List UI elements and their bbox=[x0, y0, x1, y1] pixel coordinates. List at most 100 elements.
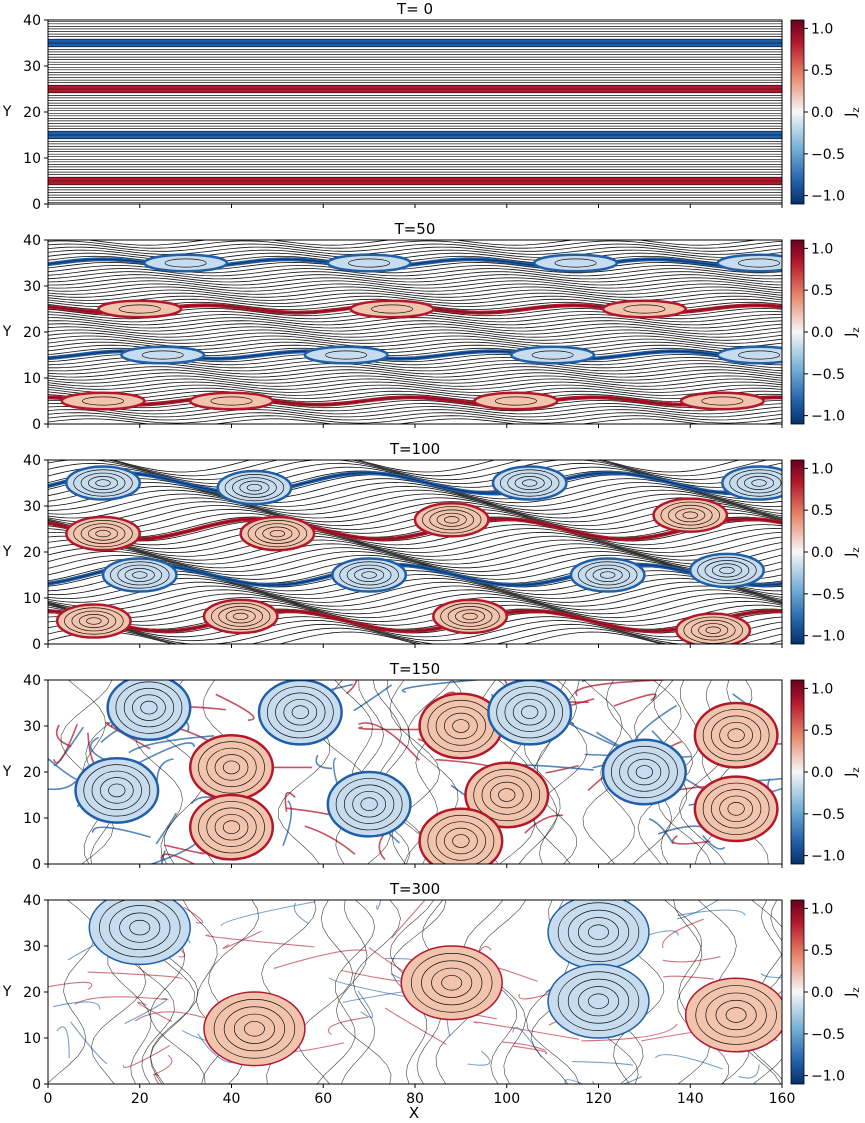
magnetic-island bbox=[326, 253, 412, 273]
y-tick-label: 40 bbox=[23, 673, 41, 689]
field-line bbox=[48, 387, 782, 396]
field-line bbox=[673, 900, 729, 1084]
field-line bbox=[48, 271, 782, 280]
field-line bbox=[48, 286, 782, 295]
x-tick-label: 60 bbox=[314, 1091, 332, 1107]
current-sheet-core bbox=[48, 610, 782, 632]
current-filament bbox=[545, 764, 579, 774]
magnetic-island bbox=[97, 299, 183, 319]
current-filament bbox=[136, 1001, 173, 1023]
field-line bbox=[637, 680, 693, 864]
colorbar-tick-label: 0.0 bbox=[811, 985, 833, 1001]
y-axis-label: Y bbox=[2, 764, 12, 780]
field-line bbox=[48, 547, 782, 569]
x-tick-label: 160 bbox=[769, 1091, 796, 1107]
panel-title: T=100 bbox=[389, 440, 440, 458]
field-line bbox=[48, 535, 782, 557]
field-line bbox=[583, 680, 635, 864]
colorbar-tick-label: 0.0 bbox=[811, 325, 833, 341]
magnetic-island bbox=[547, 963, 650, 1039]
magnetic-island bbox=[106, 680, 192, 742]
current-filament bbox=[346, 680, 358, 695]
panel-5: T=300 0 10 20 30 40 Y 0 20 40 60 80 100 120 140 160 1.0 0… bbox=[2, 880, 862, 1107]
field-line bbox=[48, 551, 782, 573]
current-filament bbox=[124, 998, 168, 1025]
field-line bbox=[48, 384, 782, 393]
magnetic-island bbox=[257, 680, 343, 746]
y-tick-label: 10 bbox=[23, 151, 41, 167]
magnetic-island bbox=[601, 299, 687, 319]
current-filament bbox=[304, 825, 356, 855]
magnetic-island bbox=[331, 557, 408, 593]
y-tick-label: 30 bbox=[23, 939, 41, 955]
current-filament bbox=[215, 693, 255, 721]
field-line bbox=[48, 528, 782, 550]
current-filament bbox=[273, 949, 367, 969]
magnetic-island bbox=[349, 299, 435, 319]
colorbar-tick-label: −1.0 bbox=[811, 409, 845, 425]
field-line bbox=[48, 418, 782, 424]
field-line bbox=[477, 900, 527, 1084]
field-line bbox=[48, 335, 782, 344]
current-filament bbox=[760, 973, 782, 979]
panel-title: T=150 bbox=[389, 660, 440, 678]
x-tick-label: 140 bbox=[677, 1091, 704, 1107]
y-tick-label: 10 bbox=[23, 591, 41, 607]
y-tick-label: 10 bbox=[23, 1031, 41, 1047]
colorbar bbox=[790, 899, 805, 1085]
magnetic-island bbox=[203, 991, 306, 1067]
current-filament bbox=[183, 906, 204, 924]
y-tick-label: 20 bbox=[23, 545, 41, 561]
colorbar-tick-label: −0.5 bbox=[811, 147, 845, 163]
colorbar bbox=[790, 239, 805, 425]
y-tick-label: 40 bbox=[23, 453, 41, 469]
magnetic-island bbox=[432, 598, 508, 635]
field-line bbox=[48, 393, 782, 403]
colorbar-tick-label: 1.0 bbox=[811, 681, 833, 697]
field-line bbox=[48, 406, 782, 415]
y-tick-label: 20 bbox=[23, 985, 41, 1001]
current-filament bbox=[160, 853, 196, 864]
y-tick-label: 40 bbox=[23, 233, 41, 249]
field-line bbox=[48, 372, 782, 381]
colorbar-tick-label: 0.0 bbox=[811, 105, 833, 121]
current-filament bbox=[161, 850, 166, 864]
magnetic-island bbox=[188, 733, 275, 801]
field-line bbox=[48, 317, 782, 326]
current-filament bbox=[571, 1061, 634, 1066]
magnetic-island bbox=[88, 900, 191, 966]
current-filament bbox=[48, 780, 77, 791]
field-line bbox=[48, 323, 782, 332]
colorbar-tick-label: −1.0 bbox=[811, 1069, 845, 1085]
field-line bbox=[664, 900, 710, 1084]
current-filament bbox=[662, 918, 704, 949]
current-filament bbox=[48, 981, 93, 990]
field-line bbox=[48, 531, 782, 553]
current-filament bbox=[582, 680, 587, 683]
y-tick-label: 0 bbox=[32, 417, 41, 433]
field-line bbox=[48, 274, 782, 283]
magnetic-island bbox=[202, 598, 279, 635]
field-line bbox=[48, 378, 782, 387]
magnetic-island bbox=[675, 612, 752, 644]
field-line bbox=[48, 280, 782, 289]
current-sheet-core bbox=[48, 472, 782, 494]
colorbar-tick-label: −0.5 bbox=[811, 367, 845, 383]
field-line bbox=[48, 283, 782, 292]
colorbar-label: Jz bbox=[843, 767, 862, 777]
magnetic-island bbox=[652, 497, 729, 534]
plot-background bbox=[48, 20, 782, 204]
current-filament bbox=[87, 971, 183, 980]
colorbar-tick-label: −0.5 bbox=[811, 1027, 845, 1043]
magnetic-island bbox=[55, 603, 132, 639]
colorbar-tick-label: −1.0 bbox=[811, 189, 845, 205]
current-filament bbox=[357, 990, 374, 1018]
x-tick-label: 40 bbox=[223, 1091, 241, 1107]
current-filament bbox=[654, 1054, 723, 1070]
current-filament bbox=[327, 1016, 368, 1036]
panel-title: T=50 bbox=[394, 220, 436, 238]
magnetic-island bbox=[101, 557, 178, 593]
magnetic-island bbox=[473, 391, 559, 411]
current-filament bbox=[164, 844, 205, 855]
current-filament bbox=[633, 704, 677, 743]
